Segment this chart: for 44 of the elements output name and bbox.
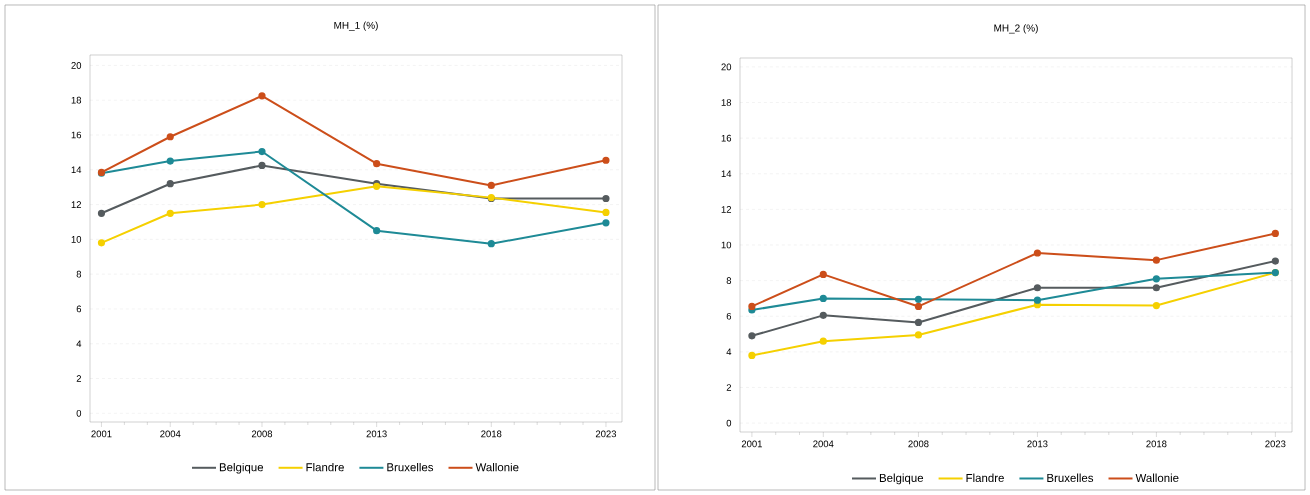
y-tick-label: 20 [721, 63, 732, 71]
x-tick-label: 2018 [481, 430, 502, 438]
y-tick-label: 0 [76, 409, 82, 417]
y-tick-label: 6 [76, 305, 82, 313]
y-tick-label: 4 [76, 340, 82, 347]
legend-label: Bruxelles [387, 462, 434, 472]
x-tick-label: 2018 [1146, 440, 1167, 448]
y-tick-label: 8 [76, 270, 82, 278]
legend-label: Wallonie [1135, 473, 1179, 482]
x-tick-label: 2023 [595, 430, 617, 438]
y-tick-label: 18 [71, 96, 82, 104]
y-tick-label: 0 [726, 419, 732, 427]
x-tick-label: 2008 [251, 430, 273, 438]
y-tick-label: 4 [726, 348, 732, 356]
x-tick-label: 2013 [366, 430, 387, 438]
y-tick-label: 16 [721, 134, 732, 142]
legend-label: Belgique [879, 473, 924, 485]
y-tick-label: 2 [76, 375, 82, 382]
y-tick-label: 8 [726, 277, 732, 284]
x-tick-label: 2001 [91, 430, 112, 438]
y-tick-label: 18 [721, 99, 732, 106]
chart-title: MH_2 (%) [994, 24, 1038, 34]
chart-title: MH_1 (%) [334, 21, 378, 31]
legend-label: Flandre [966, 473, 1004, 482]
y-tick-label: 16 [71, 131, 82, 139]
y-tick-label: 2 [726, 384, 732, 391]
legend-label: Belgique [219, 462, 264, 474]
y-tick-label: 12 [71, 201, 82, 208]
x-tick-label: 2001 [741, 440, 762, 448]
y-tick-label: 14 [721, 170, 732, 178]
legend-label: Bruxelles [1047, 473, 1094, 482]
y-tick-label: 6 [726, 312, 732, 320]
x-tick-label: 2023 [1265, 440, 1286, 448]
x-tick-label: 2013 [1027, 440, 1048, 448]
legend-label: Flandre [306, 462, 344, 472]
legend-label: Wallonie [475, 462, 519, 472]
x-tick-label: 2004 [813, 440, 834, 448]
y-tick-label: 10 [721, 241, 732, 249]
x-tick-label: 2004 [160, 430, 181, 438]
y-tick-label: 20 [71, 62, 82, 69]
y-tick-label: 14 [71, 166, 82, 174]
y-tick-label: 12 [721, 206, 732, 213]
y-tick-label: 10 [71, 236, 82, 243]
x-tick-label: 2008 [908, 440, 929, 448]
